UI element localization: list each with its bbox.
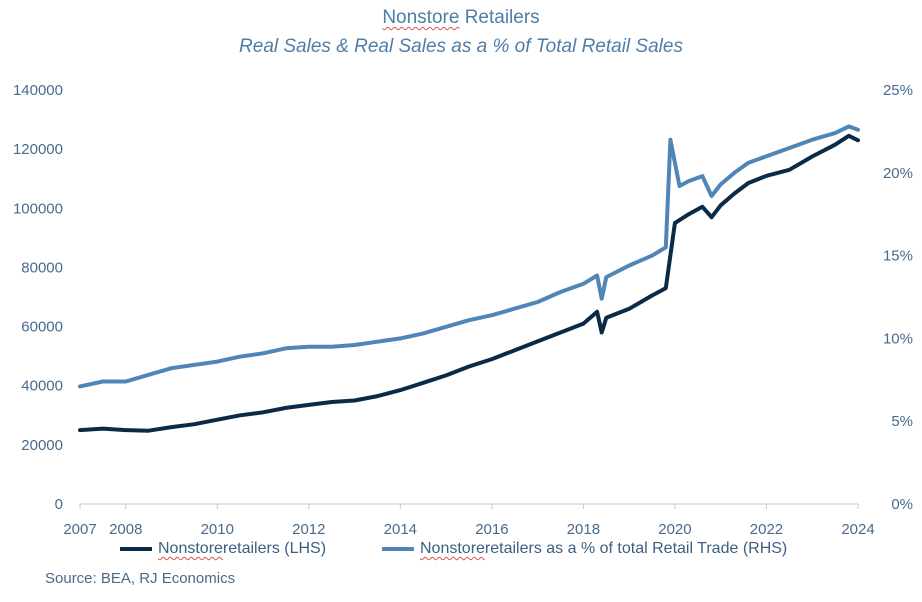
legend-label-lhs-prefix: Nonstore: [158, 540, 223, 557]
y-right-tick-label: 5%: [891, 413, 913, 430]
legend-item-rhs: Nonstore retailers as a % of total Retai…: [382, 540, 787, 558]
x-tick-label: 2012: [292, 521, 325, 538]
x-tick-label: 2010: [201, 521, 234, 538]
y-right-tick-label: 15%: [883, 248, 913, 265]
x-tick-label: 2007: [63, 521, 96, 538]
legend-label-rhs-prefix: Nonstore: [420, 540, 485, 557]
series-line-lhs: [78, 133, 860, 433]
y-left-tick-label: 20000: [21, 437, 63, 454]
chart-title-prefix: Nonstore: [382, 7, 460, 28]
y-left-tick-label: 0: [55, 496, 63, 513]
legend-swatch-rhs: [382, 547, 414, 551]
y-left-tick-label: 60000: [21, 319, 63, 336]
y-left-tick-label: 80000: [21, 259, 63, 276]
y-left-tick-label: 100000: [13, 200, 63, 217]
y-right-tick-label: 0%: [891, 496, 913, 513]
y-left-tick-label: 120000: [13, 141, 63, 158]
series-line-rhs: [78, 124, 860, 389]
y-left-tick-label: 40000: [21, 378, 63, 395]
x-tick-label: 2016: [475, 521, 508, 538]
x-tick-label: 2024: [841, 521, 874, 538]
chart-subtitle: Real Sales & Real Sales as a % of Total …: [239, 36, 683, 57]
legend-item-lhs: Nonstore retailers (LHS): [120, 540, 326, 558]
x-tick-label: 2018: [567, 521, 600, 538]
chart-title-suffix: Retailers: [459, 7, 540, 28]
x-tick-label: 2014: [384, 521, 417, 538]
x-tick-label: 2022: [750, 521, 783, 538]
source-note: Source: BEA, RJ Economics: [45, 570, 236, 587]
legend-label-lhs-suffix: retailers (LHS): [222, 540, 327, 557]
y-right-tick-label: 10%: [883, 330, 913, 347]
chart-title: Nonstore Retailers: [0, 7, 922, 29]
y-right-tick-label: 25%: [883, 82, 913, 99]
x-tick-label: 2020: [658, 521, 691, 538]
legend-label-rhs-suffix: retailers as a % of total Retail Trade (…: [484, 540, 788, 557]
legend-swatch-lhs: [120, 547, 152, 551]
y-right-tick-label: 20%: [883, 165, 913, 182]
x-tick-label: 2008: [109, 521, 142, 538]
y-left-tick-label: 140000: [13, 82, 63, 99]
